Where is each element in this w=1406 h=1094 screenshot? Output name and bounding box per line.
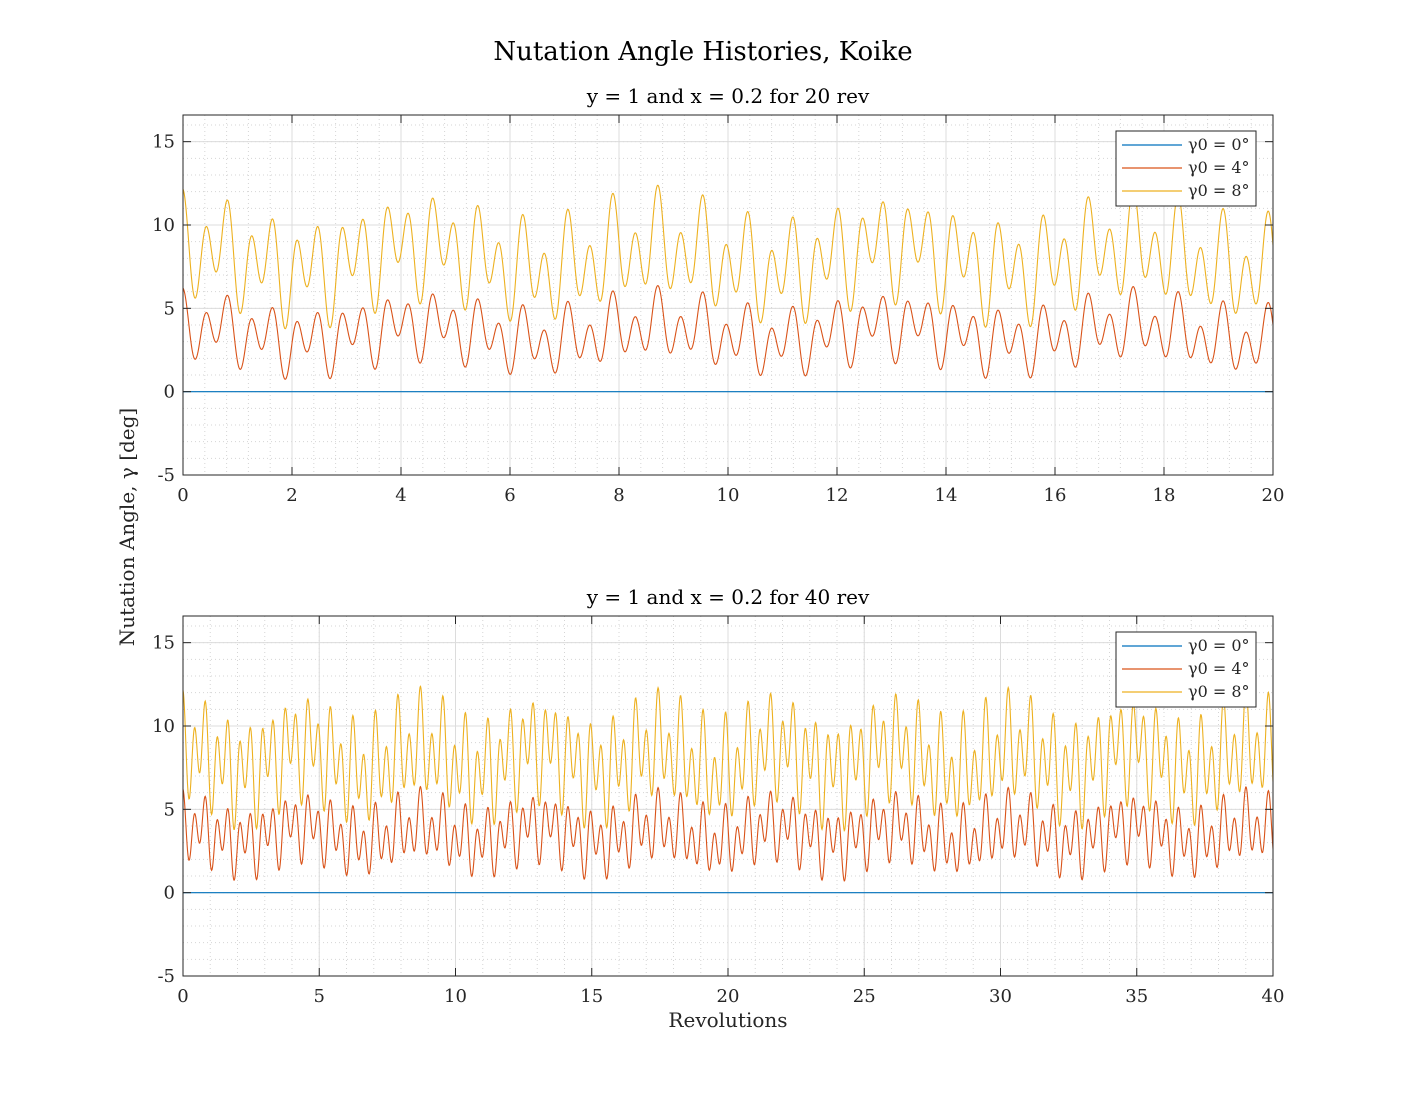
legend-entry: γ0 = 4°	[1188, 659, 1250, 678]
x-tick-label: 30	[989, 986, 1012, 1007]
legend: γ0 = 0° γ0 = 4° γ0 = 8°	[1115, 130, 1257, 207]
series-line-1	[182, 285, 1274, 380]
legend-entry: γ0 = 8°	[1188, 682, 1250, 701]
x-tick-label: 0	[177, 485, 188, 506]
x-tick-label: 35	[1125, 986, 1148, 1007]
x-tick-label: 10	[444, 986, 467, 1007]
series-line-2	[182, 184, 1274, 330]
x-tick-label: 0	[177, 986, 188, 1007]
x-tick-label: 25	[853, 986, 876, 1007]
subplot-title: y = 1 and x = 0.2 for 40 rev	[586, 585, 870, 609]
y-tick-label: 15	[152, 633, 175, 654]
x-axis-label: Revolutions	[668, 1008, 787, 1032]
legend-entry: γ0 = 4°	[1188, 158, 1250, 177]
x-tick-label: 16	[1044, 485, 1067, 506]
figure-title: Nutation Angle Histories, Koike	[493, 37, 912, 67]
x-tick-label: 14	[935, 485, 958, 506]
x-tick-label: 18	[1153, 485, 1176, 506]
x-tick-label: 10	[717, 485, 740, 506]
y-tick-label: 15	[152, 132, 175, 153]
y-axis-label: Nutation Angle, γ [deg]	[115, 408, 139, 647]
x-tick-label: 15	[580, 986, 603, 1007]
x-tick-label: 2	[286, 485, 297, 506]
x-tick-label: 12	[826, 485, 849, 506]
x-tick-label: 20	[717, 986, 740, 1007]
legend: γ0 = 0° γ0 = 4° γ0 = 8°	[1115, 631, 1257, 708]
y-tick-label: -5	[157, 465, 175, 486]
y-tick-label: 0	[164, 883, 175, 904]
y-tick-label: 5	[164, 298, 175, 319]
series-line-1	[182, 785, 1274, 882]
x-tick-label: 20	[1262, 485, 1285, 506]
x-tick-label: 40	[1262, 986, 1285, 1007]
x-tick-label: 5	[314, 986, 325, 1007]
x-tick-label: 6	[504, 485, 515, 506]
y-tick-label: 0	[164, 382, 175, 403]
y-tick-label: -5	[157, 966, 175, 987]
series-line-2	[182, 685, 1274, 832]
x-tick-label: 4	[395, 485, 406, 506]
legend-entry: γ0 = 0°	[1188, 636, 1250, 655]
legend-entry: γ0 = 0°	[1188, 135, 1250, 154]
y-tick-label: 10	[152, 716, 175, 737]
x-tick-label: 8	[613, 485, 624, 506]
y-tick-label: 5	[164, 799, 175, 820]
subplot-title: y = 1 and x = 0.2 for 20 rev	[586, 84, 870, 108]
y-tick-label: 10	[152, 215, 175, 236]
legend-entry: γ0 = 8°	[1188, 181, 1250, 200]
